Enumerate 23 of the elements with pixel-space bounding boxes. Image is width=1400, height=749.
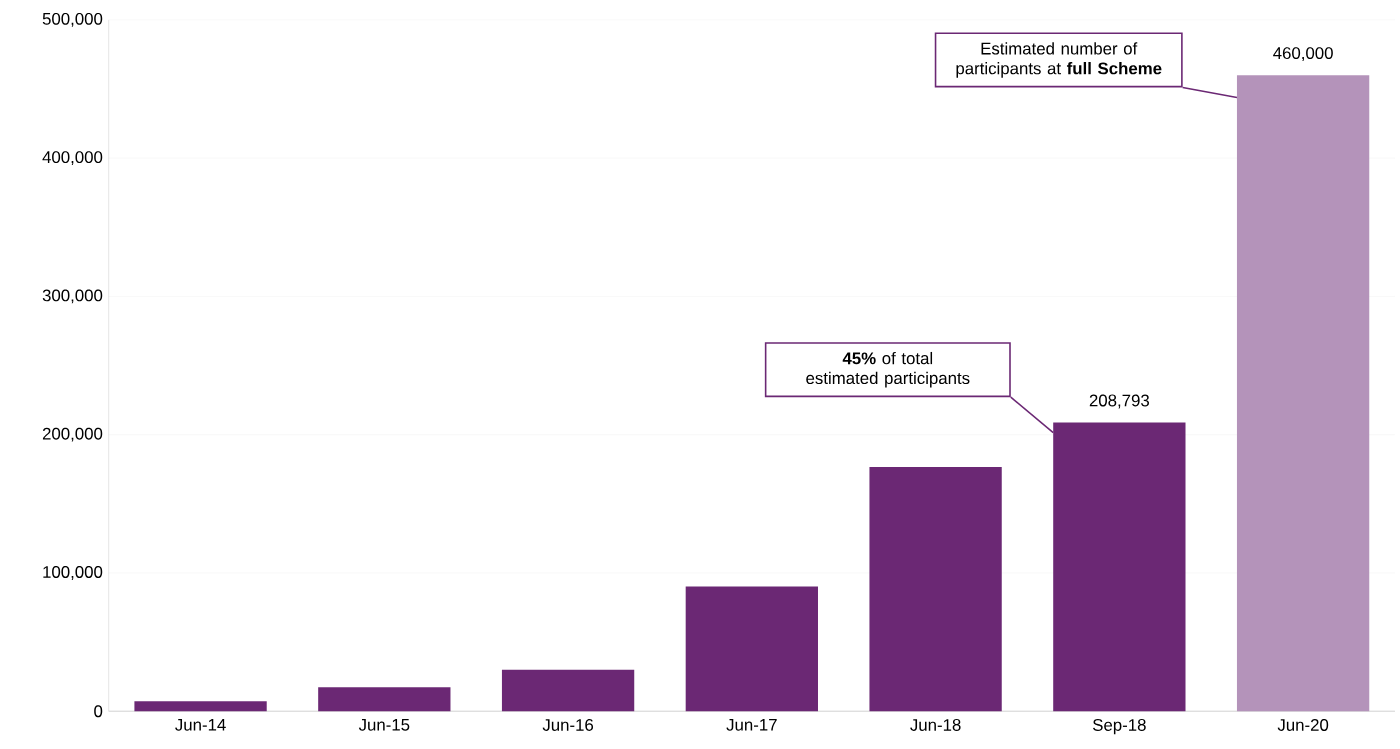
y-tick-label: 400,000 bbox=[42, 151, 103, 166]
y-tick-label: 0 bbox=[94, 705, 103, 718]
x-tick-label: Jun-17 bbox=[726, 719, 777, 731]
x-tick-label: Jun-18 bbox=[910, 719, 961, 731]
bar bbox=[501, 669, 635, 712]
data-label: 460,000 bbox=[1273, 47, 1333, 62]
x-tick-label: Jun-14 bbox=[175, 719, 226, 731]
y-tick-label: 100,000 bbox=[43, 566, 103, 580]
x-tick-label: Jun-16 bbox=[542, 719, 594, 731]
bar bbox=[685, 586, 818, 712]
annotation: Estimated number of participants at full Scheme bbox=[956, 42, 1162, 78]
bar bbox=[318, 687, 451, 712]
bar bbox=[134, 701, 267, 712]
bar bbox=[869, 466, 1002, 712]
data-label: 208,793 bbox=[1089, 394, 1150, 409]
annotation: 45% of total estimated participants bbox=[806, 351, 970, 388]
x-tick-label: Sep-18 bbox=[1092, 719, 1146, 735]
x-tick-label: Jun-15 bbox=[358, 719, 410, 731]
x-tick-label: Jun-20 bbox=[1277, 719, 1329, 731]
y-tick-label: 200,000 bbox=[42, 427, 103, 442]
y-tick-label: 500,000 bbox=[42, 12, 103, 27]
y-tick-label: 300,000 bbox=[42, 289, 103, 304]
bar bbox=[1236, 75, 1370, 712]
